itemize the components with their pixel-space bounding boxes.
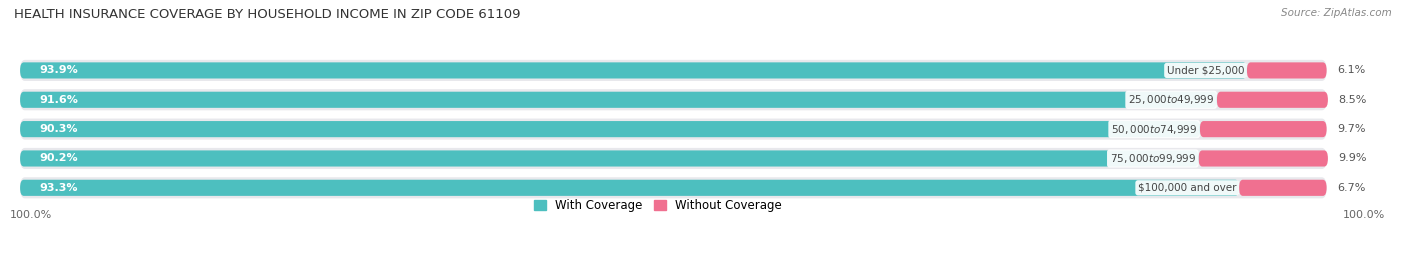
FancyBboxPatch shape	[1216, 92, 1327, 108]
Text: 91.6%: 91.6%	[39, 95, 79, 105]
Text: 6.1%: 6.1%	[1337, 65, 1365, 75]
FancyBboxPatch shape	[20, 121, 1199, 137]
FancyBboxPatch shape	[1247, 62, 1327, 79]
Text: 90.3%: 90.3%	[39, 124, 79, 134]
Text: 100.0%: 100.0%	[1343, 210, 1385, 220]
Text: 8.5%: 8.5%	[1339, 95, 1367, 105]
FancyBboxPatch shape	[20, 150, 1198, 167]
FancyBboxPatch shape	[20, 177, 1327, 198]
Text: 100.0%: 100.0%	[10, 210, 52, 220]
Legend: With Coverage, Without Coverage: With Coverage, Without Coverage	[529, 194, 787, 217]
Text: 93.3%: 93.3%	[39, 183, 79, 193]
Text: $50,000 to $74,999: $50,000 to $74,999	[1111, 123, 1198, 136]
Text: 9.7%: 9.7%	[1337, 124, 1365, 134]
FancyBboxPatch shape	[20, 148, 1327, 169]
Text: $100,000 and over: $100,000 and over	[1137, 183, 1236, 193]
Text: $75,000 to $99,999: $75,000 to $99,999	[1109, 152, 1197, 165]
Text: Source: ZipAtlas.com: Source: ZipAtlas.com	[1281, 8, 1392, 18]
FancyBboxPatch shape	[20, 89, 1327, 110]
Text: 90.2%: 90.2%	[39, 154, 79, 164]
FancyBboxPatch shape	[20, 180, 1239, 196]
Text: HEALTH INSURANCE COVERAGE BY HOUSEHOLD INCOME IN ZIP CODE 61109: HEALTH INSURANCE COVERAGE BY HOUSEHOLD I…	[14, 8, 520, 21]
FancyBboxPatch shape	[20, 62, 1247, 79]
FancyBboxPatch shape	[20, 119, 1327, 140]
Text: $25,000 to $49,999: $25,000 to $49,999	[1128, 93, 1215, 106]
FancyBboxPatch shape	[1199, 121, 1327, 137]
Text: Under $25,000: Under $25,000	[1167, 65, 1244, 75]
Text: 6.7%: 6.7%	[1337, 183, 1365, 193]
FancyBboxPatch shape	[20, 60, 1327, 81]
Text: 93.9%: 93.9%	[39, 65, 79, 75]
FancyBboxPatch shape	[1198, 150, 1327, 167]
FancyBboxPatch shape	[1239, 180, 1327, 196]
FancyBboxPatch shape	[20, 92, 1216, 108]
Text: 9.9%: 9.9%	[1339, 154, 1367, 164]
